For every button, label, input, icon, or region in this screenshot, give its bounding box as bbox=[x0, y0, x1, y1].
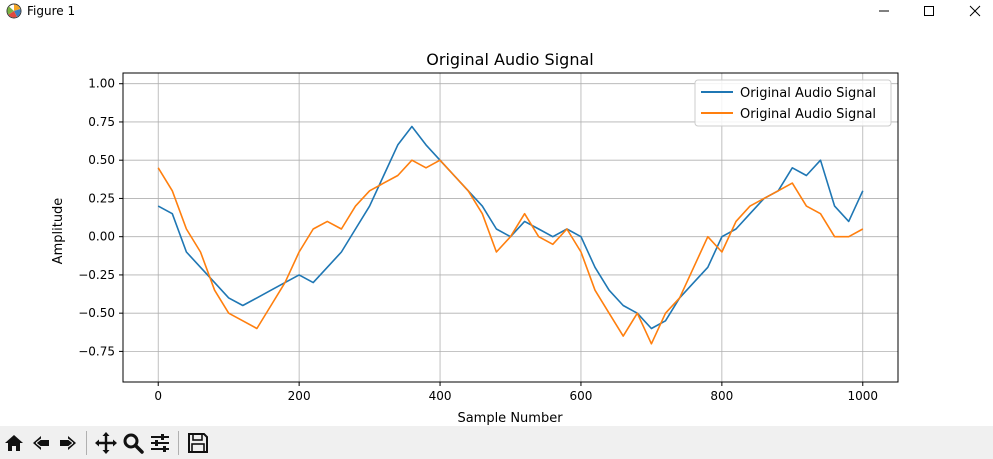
back-icon bbox=[33, 435, 49, 450]
x-tick-label: 800 bbox=[710, 389, 733, 403]
ticks: 0 200 400 600 800 1000 −0.75 −0.50 −0.25 0.00 0.25… bbox=[78, 77, 878, 403]
maximize-icon bbox=[924, 6, 934, 16]
x-axis-label: Sample Number bbox=[457, 411, 563, 426]
y-tick-label: 0.50 bbox=[88, 153, 115, 167]
series-line-2 bbox=[157, 159, 864, 345]
configure-subplots-icon bbox=[151, 433, 169, 452]
legend-label-2: Original Audio Signal bbox=[740, 107, 876, 122]
y-tick-label: −0.75 bbox=[78, 344, 115, 358]
maximize-button[interactable] bbox=[906, 0, 952, 22]
axes-frame bbox=[122, 72, 899, 383]
y-tick-label: 0.00 bbox=[88, 230, 115, 244]
x-tick-label: 400 bbox=[429, 389, 452, 403]
minimize-button[interactable] bbox=[861, 0, 907, 22]
minimize-icon bbox=[879, 10, 889, 12]
forward-button[interactable] bbox=[55, 429, 81, 457]
x-tick-label: 200 bbox=[288, 389, 311, 403]
y-tick-label: 0.25 bbox=[88, 191, 115, 205]
save-icon bbox=[188, 432, 208, 453]
save-button[interactable] bbox=[185, 429, 211, 457]
x-tick-label: 0 bbox=[154, 389, 162, 403]
chart-title: Original Audio Signal bbox=[426, 50, 593, 69]
home-icon bbox=[5, 434, 23, 451]
toolbar-separator bbox=[178, 430, 179, 455]
navigation-toolbar bbox=[0, 426, 993, 459]
close-button[interactable] bbox=[952, 0, 993, 22]
window-titlebar: Figure 1 bbox=[0, 0, 993, 22]
y-tick-label: −0.25 bbox=[78, 268, 115, 282]
forward-icon bbox=[60, 435, 76, 450]
y-tick-label: −0.50 bbox=[78, 306, 115, 320]
figure-canvas: Original Audio Signal 0 200 400 600 800 1000 −… bbox=[0, 22, 993, 426]
x-tick-label: 600 bbox=[570, 389, 593, 403]
series-lines bbox=[157, 125, 864, 345]
matplotlib-logo-icon bbox=[6, 3, 22, 19]
zoom-button[interactable] bbox=[120, 429, 146, 457]
y-tick-label: 0.75 bbox=[88, 115, 115, 129]
legend: Original Audio Signal Original Audio Sig… bbox=[694, 79, 892, 127]
y-tick-label: 1.00 bbox=[88, 77, 115, 91]
back-button[interactable] bbox=[28, 429, 54, 457]
close-icon bbox=[969, 5, 981, 17]
pan-icon bbox=[95, 431, 117, 454]
pan-button[interactable] bbox=[93, 429, 119, 457]
legend-label-1: Original Audio Signal bbox=[740, 86, 876, 101]
toolbar-separator bbox=[86, 430, 87, 455]
x-tick-label: 1000 bbox=[847, 389, 878, 403]
home-button[interactable] bbox=[1, 429, 27, 457]
window-title: Figure 1 bbox=[27, 4, 76, 18]
zoom-icon bbox=[123, 433, 144, 454]
legend-box bbox=[694, 79, 892, 127]
configure-subplots-button[interactable] bbox=[147, 429, 173, 457]
y-axis-label: Amplitude bbox=[51, 198, 66, 265]
